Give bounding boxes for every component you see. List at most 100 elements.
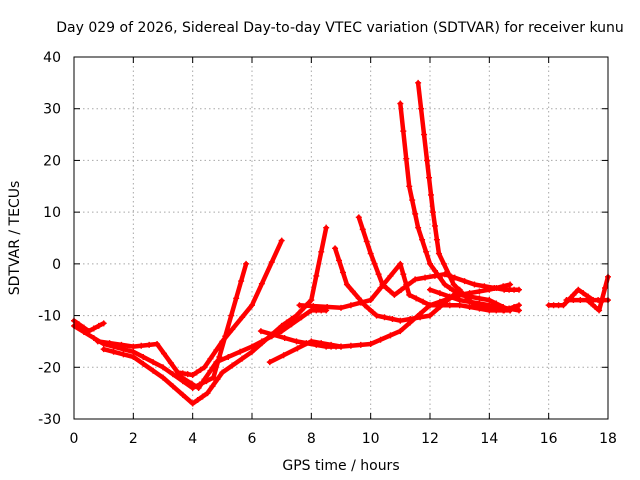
data-point-marker — [194, 397, 201, 404]
data-point-marker — [446, 284, 453, 291]
data-point-marker — [90, 325, 97, 332]
data-point-marker — [214, 376, 221, 383]
data-point-marker — [431, 222, 438, 229]
data-point-marker — [427, 312, 433, 319]
data-point-marker — [258, 338, 265, 345]
x-axis-label: GPS time / hours — [282, 458, 399, 474]
data-point-marker — [167, 359, 174, 366]
data-point-marker — [471, 281, 478, 288]
data-point-marker — [257, 328, 264, 335]
data-point-marker — [409, 197, 416, 204]
data-point-marker — [436, 290, 443, 297]
data-point-marker — [418, 105, 425, 112]
data-point-marker — [363, 238, 370, 245]
data-point-marker — [436, 274, 443, 281]
data-point-marker — [349, 288, 356, 295]
data-point-marker — [560, 302, 567, 309]
data-point-marker — [280, 352, 287, 359]
data-point-marker — [237, 348, 244, 355]
data-point-marker — [258, 280, 265, 287]
x-tick-label: 18 — [599, 431, 617, 447]
data-point-marker — [577, 297, 584, 304]
data-point-marker — [445, 271, 452, 278]
data-point-marker — [266, 359, 273, 366]
data-point-marker — [140, 360, 147, 367]
data-point-marker — [225, 353, 232, 360]
data-point-marker — [476, 295, 483, 302]
data-point-marker — [441, 281, 448, 288]
data-point-marker — [367, 297, 374, 304]
data-point-marker — [308, 297, 315, 304]
data-point-marker — [359, 226, 366, 233]
x-tick-label: 0 — [70, 431, 79, 447]
data-point-marker — [367, 341, 374, 348]
data-point-marker — [118, 341, 125, 348]
data-point-marker — [580, 290, 587, 297]
data-point-marker — [195, 384, 202, 391]
data-point-marker — [80, 328, 87, 335]
data-point-marker — [160, 364, 166, 371]
series-group — [71, 79, 611, 407]
data-point-marker — [233, 295, 240, 302]
data-point-marker — [179, 391, 186, 398]
data-point-marker — [570, 291, 577, 298]
data-point-marker — [415, 79, 422, 86]
data-point-marker — [193, 369, 200, 376]
y-axis-label: SDTVAR / TECUs — [7, 181, 23, 296]
data-point-marker — [422, 274, 429, 281]
data-point-marker — [310, 303, 317, 310]
data-point-marker — [570, 297, 577, 304]
data-point-marker — [201, 364, 208, 371]
data-point-marker — [278, 328, 285, 335]
data-point-marker — [288, 321, 295, 328]
data-point-marker — [189, 372, 196, 379]
data-point-marker — [324, 303, 331, 310]
data-point-marker — [506, 305, 513, 312]
data-point-marker — [154, 341, 161, 348]
data-point-marker — [427, 191, 434, 198]
data-point-marker — [219, 338, 226, 345]
data-point-marker — [427, 260, 433, 267]
data-point-marker — [413, 295, 420, 302]
data-point-marker — [100, 346, 107, 353]
y-tick-label: 30 — [43, 102, 61, 118]
data-point-marker — [387, 332, 394, 339]
plot-frame — [73, 56, 609, 420]
data-point-marker — [397, 317, 404, 324]
data-point-marker — [294, 345, 301, 352]
data-point-marker — [486, 297, 493, 304]
data-point-marker — [412, 276, 419, 283]
data-point-marker — [596, 307, 603, 314]
data-point-marker — [440, 260, 447, 267]
data-point-marker — [268, 259, 275, 266]
data-point-marker — [106, 340, 113, 347]
data-point-marker — [516, 307, 522, 314]
data-point-marker — [383, 284, 390, 291]
data-point-marker — [323, 224, 330, 231]
data-point-marker — [213, 347, 220, 354]
data-point-marker — [420, 298, 427, 305]
axis-ticks: 0 2 4 6 8 10 12 14 16 18 -30 -20 -10 0 10 20 30 40 — [38, 50, 617, 447]
data-point-marker — [140, 353, 147, 360]
data-point-marker — [426, 174, 433, 181]
series-line — [398, 101, 513, 298]
data-point-marker — [207, 367, 214, 374]
data-point-marker — [389, 316, 396, 323]
data-point-marker — [269, 331, 276, 338]
data-point-marker — [451, 288, 458, 295]
data-point-marker — [446, 293, 453, 300]
data-point-marker — [184, 371, 191, 378]
x-tick-label: 14 — [480, 431, 498, 447]
data-point-marker — [219, 369, 226, 376]
data-point-marker — [421, 131, 428, 138]
data-point-marker — [365, 305, 372, 312]
data-point-marker — [188, 380, 195, 387]
data-point-marker — [486, 286, 493, 293]
data-point-marker — [181, 376, 188, 383]
data-point-marker — [332, 245, 339, 252]
data-point-marker — [507, 281, 514, 288]
data-point-marker — [150, 359, 157, 366]
data-point-marker — [210, 374, 217, 381]
